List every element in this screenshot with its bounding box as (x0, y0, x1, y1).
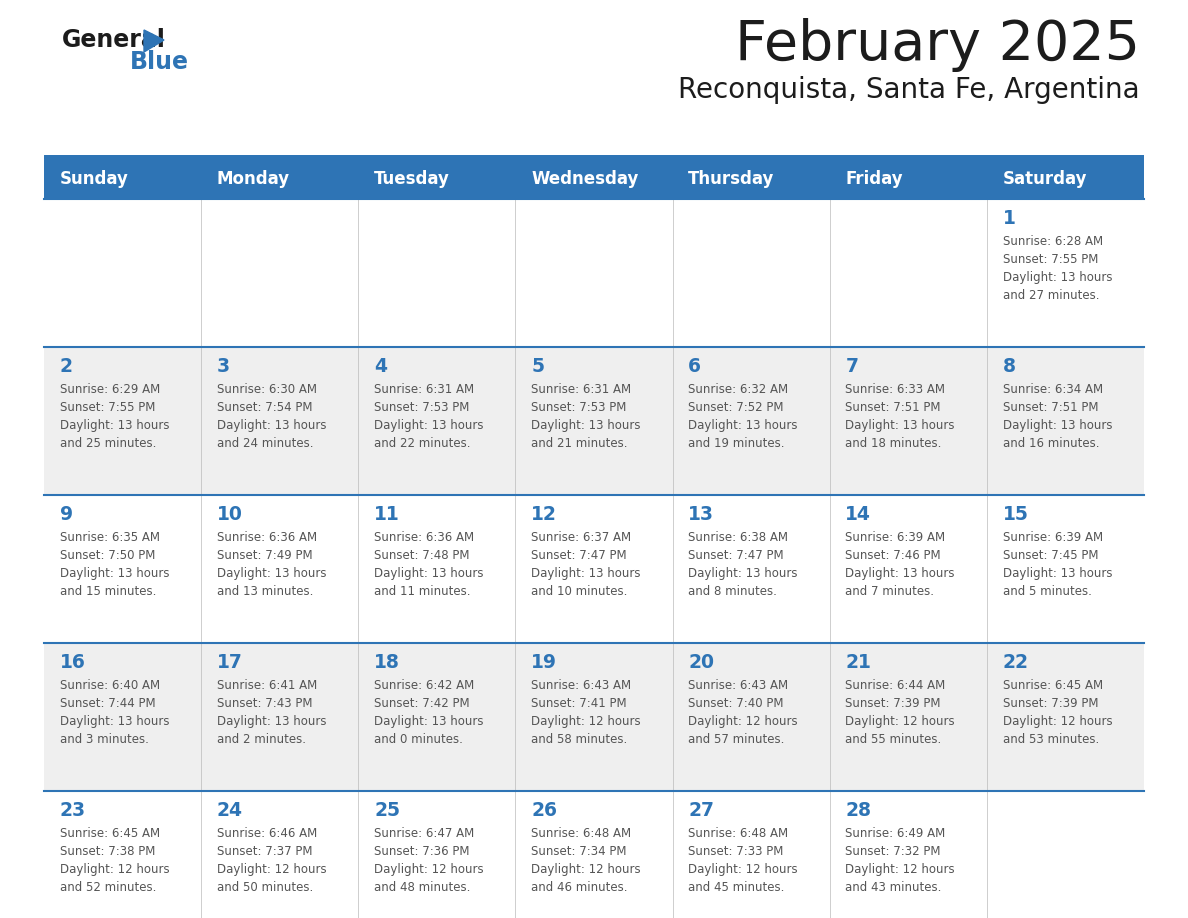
Text: 5: 5 (531, 357, 544, 376)
Text: Sunrise: 6:39 AM
Sunset: 7:45 PM
Daylight: 13 hours
and 5 minutes.: Sunrise: 6:39 AM Sunset: 7:45 PM Dayligh… (1003, 531, 1112, 598)
Text: Sunrise: 6:42 AM
Sunset: 7:42 PM
Daylight: 13 hours
and 0 minutes.: Sunrise: 6:42 AM Sunset: 7:42 PM Dayligh… (374, 678, 484, 745)
Text: 3: 3 (217, 357, 230, 376)
Text: Sunrise: 6:49 AM
Sunset: 7:32 PM
Daylight: 12 hours
and 43 minutes.: Sunrise: 6:49 AM Sunset: 7:32 PM Dayligh… (846, 826, 955, 893)
Text: 21: 21 (846, 654, 871, 672)
Text: Sunrise: 6:43 AM
Sunset: 7:40 PM
Daylight: 12 hours
and 57 minutes.: Sunrise: 6:43 AM Sunset: 7:40 PM Dayligh… (688, 678, 798, 745)
Text: Sunrise: 6:37 AM
Sunset: 7:47 PM
Daylight: 13 hours
and 10 minutes.: Sunrise: 6:37 AM Sunset: 7:47 PM Dayligh… (531, 531, 640, 598)
Text: 10: 10 (217, 506, 242, 524)
Text: Sunrise: 6:45 AM
Sunset: 7:39 PM
Daylight: 12 hours
and 53 minutes.: Sunrise: 6:45 AM Sunset: 7:39 PM Dayligh… (1003, 678, 1112, 745)
Text: Sunrise: 6:29 AM
Sunset: 7:55 PM
Daylight: 13 hours
and 25 minutes.: Sunrise: 6:29 AM Sunset: 7:55 PM Dayligh… (59, 383, 169, 450)
Text: General: General (62, 28, 166, 52)
Text: 15: 15 (1003, 506, 1029, 524)
Text: 1: 1 (1003, 209, 1016, 229)
Text: Sunrise: 6:46 AM
Sunset: 7:37 PM
Daylight: 12 hours
and 50 minutes.: Sunrise: 6:46 AM Sunset: 7:37 PM Dayligh… (217, 826, 327, 893)
Text: 11: 11 (374, 506, 399, 524)
Text: 13: 13 (688, 506, 714, 524)
Text: Sunrise: 6:31 AM
Sunset: 7:53 PM
Daylight: 13 hours
and 22 minutes.: Sunrise: 6:31 AM Sunset: 7:53 PM Dayligh… (374, 383, 484, 450)
Text: Monday: Monday (217, 170, 290, 188)
Text: 25: 25 (374, 801, 400, 821)
Text: Reconquista, Santa Fe, Argentina: Reconquista, Santa Fe, Argentina (678, 76, 1140, 104)
Text: Sunrise: 6:30 AM
Sunset: 7:54 PM
Daylight: 13 hours
and 24 minutes.: Sunrise: 6:30 AM Sunset: 7:54 PM Dayligh… (217, 383, 327, 450)
Text: 27: 27 (688, 801, 714, 821)
Text: February 2025: February 2025 (735, 18, 1140, 72)
Text: Saturday: Saturday (1003, 170, 1087, 188)
Text: 9: 9 (59, 506, 72, 524)
Text: 24: 24 (217, 801, 242, 821)
Text: 28: 28 (846, 801, 872, 821)
Text: Sunrise: 6:31 AM
Sunset: 7:53 PM
Daylight: 13 hours
and 21 minutes.: Sunrise: 6:31 AM Sunset: 7:53 PM Dayligh… (531, 383, 640, 450)
Text: Sunrise: 6:48 AM
Sunset: 7:34 PM
Daylight: 12 hours
and 46 minutes.: Sunrise: 6:48 AM Sunset: 7:34 PM Dayligh… (531, 826, 640, 893)
Text: 12: 12 (531, 506, 557, 524)
Text: Wednesday: Wednesday (531, 170, 638, 188)
Text: 2: 2 (59, 357, 72, 376)
Text: 16: 16 (59, 654, 86, 672)
Text: Thursday: Thursday (688, 170, 775, 188)
Text: Friday: Friday (846, 170, 903, 188)
Text: Sunrise: 6:32 AM
Sunset: 7:52 PM
Daylight: 13 hours
and 19 minutes.: Sunrise: 6:32 AM Sunset: 7:52 PM Dayligh… (688, 383, 798, 450)
Text: 19: 19 (531, 654, 557, 672)
Text: Sunrise: 6:48 AM
Sunset: 7:33 PM
Daylight: 12 hours
and 45 minutes.: Sunrise: 6:48 AM Sunset: 7:33 PM Dayligh… (688, 826, 798, 893)
Text: Sunrise: 6:40 AM
Sunset: 7:44 PM
Daylight: 13 hours
and 3 minutes.: Sunrise: 6:40 AM Sunset: 7:44 PM Dayligh… (59, 678, 169, 745)
Text: Tuesday: Tuesday (374, 170, 450, 188)
Text: Sunrise: 6:38 AM
Sunset: 7:47 PM
Daylight: 13 hours
and 8 minutes.: Sunrise: 6:38 AM Sunset: 7:47 PM Dayligh… (688, 531, 798, 598)
Text: 23: 23 (59, 801, 86, 821)
Text: 7: 7 (846, 357, 859, 376)
Text: 17: 17 (217, 654, 242, 672)
Text: Sunrise: 6:28 AM
Sunset: 7:55 PM
Daylight: 13 hours
and 27 minutes.: Sunrise: 6:28 AM Sunset: 7:55 PM Dayligh… (1003, 234, 1112, 301)
Text: 22: 22 (1003, 654, 1029, 672)
Text: Sunrise: 6:36 AM
Sunset: 7:48 PM
Daylight: 13 hours
and 11 minutes.: Sunrise: 6:36 AM Sunset: 7:48 PM Dayligh… (374, 531, 484, 598)
Text: Sunrise: 6:36 AM
Sunset: 7:49 PM
Daylight: 13 hours
and 13 minutes.: Sunrise: 6:36 AM Sunset: 7:49 PM Dayligh… (217, 531, 327, 598)
Text: Sunrise: 6:43 AM
Sunset: 7:41 PM
Daylight: 12 hours
and 58 minutes.: Sunrise: 6:43 AM Sunset: 7:41 PM Dayligh… (531, 678, 640, 745)
Text: 8: 8 (1003, 357, 1016, 376)
Text: 6: 6 (688, 357, 701, 376)
Text: 26: 26 (531, 801, 557, 821)
Text: Sunrise: 6:33 AM
Sunset: 7:51 PM
Daylight: 13 hours
and 18 minutes.: Sunrise: 6:33 AM Sunset: 7:51 PM Dayligh… (846, 383, 955, 450)
Text: Sunrise: 6:47 AM
Sunset: 7:36 PM
Daylight: 12 hours
and 48 minutes.: Sunrise: 6:47 AM Sunset: 7:36 PM Dayligh… (374, 826, 484, 893)
Text: Sunrise: 6:41 AM
Sunset: 7:43 PM
Daylight: 13 hours
and 2 minutes.: Sunrise: 6:41 AM Sunset: 7:43 PM Dayligh… (217, 678, 327, 745)
Text: Sunrise: 6:44 AM
Sunset: 7:39 PM
Daylight: 12 hours
and 55 minutes.: Sunrise: 6:44 AM Sunset: 7:39 PM Dayligh… (846, 678, 955, 745)
Text: 20: 20 (688, 654, 714, 672)
Text: 14: 14 (846, 506, 871, 524)
Text: 4: 4 (374, 357, 387, 376)
Polygon shape (144, 30, 164, 52)
Text: Sunrise: 6:45 AM
Sunset: 7:38 PM
Daylight: 12 hours
and 52 minutes.: Sunrise: 6:45 AM Sunset: 7:38 PM Dayligh… (59, 826, 170, 893)
Text: 18: 18 (374, 654, 400, 672)
Text: Sunday: Sunday (59, 170, 128, 188)
Text: Sunrise: 6:35 AM
Sunset: 7:50 PM
Daylight: 13 hours
and 15 minutes.: Sunrise: 6:35 AM Sunset: 7:50 PM Dayligh… (59, 531, 169, 598)
Text: Blue: Blue (129, 50, 189, 74)
Text: Sunrise: 6:39 AM
Sunset: 7:46 PM
Daylight: 13 hours
and 7 minutes.: Sunrise: 6:39 AM Sunset: 7:46 PM Dayligh… (846, 531, 955, 598)
Text: Sunrise: 6:34 AM
Sunset: 7:51 PM
Daylight: 13 hours
and 16 minutes.: Sunrise: 6:34 AM Sunset: 7:51 PM Dayligh… (1003, 383, 1112, 450)
